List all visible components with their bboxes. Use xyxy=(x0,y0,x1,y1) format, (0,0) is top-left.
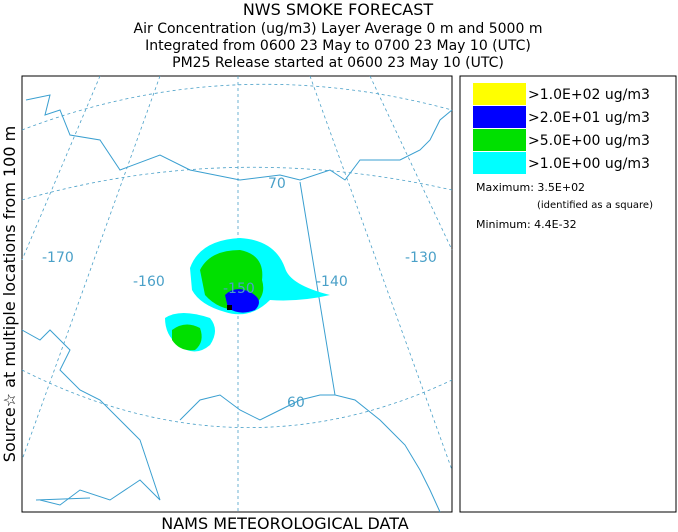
subtitle: PM25 Release started at 0600 23 May 10 (… xyxy=(172,55,504,71)
map-label: -130 xyxy=(405,250,437,266)
legend-label: >1.0E+00 ug/m3 xyxy=(528,156,650,172)
legend-label: >5.0E+00 ug/m3 xyxy=(528,133,650,149)
legend-swatch xyxy=(473,152,526,174)
legend-swatch xyxy=(473,129,526,151)
map-label: -140 xyxy=(316,274,348,290)
coastline xyxy=(21,94,453,513)
legend: >1.0E+02 ug/m3 >2.0E+01 ug/m3 >5.0E+00 ug/… xyxy=(473,83,650,174)
map-label: -150 xyxy=(223,281,255,297)
map: -170 -160 -150 -140 -130 70 60 xyxy=(21,75,453,513)
footer: NAMS METEOROLOGICAL DATA xyxy=(161,514,409,532)
map-label: 70 xyxy=(268,176,286,192)
map-label: -160 xyxy=(133,274,165,290)
subtitle: Air Concentration (ug/m3) Layer Average … xyxy=(134,21,543,37)
title: NWS SMOKE FORECAST xyxy=(243,0,434,19)
map-label: -170 xyxy=(42,250,74,266)
legend-label: >1.0E+02 ug/m3 xyxy=(528,87,650,103)
legend-swatch xyxy=(473,83,526,105)
legend-label: >2.0E+01 ug/m3 xyxy=(528,110,650,126)
subtitle: Integrated from 0600 23 May to 0700 23 M… xyxy=(145,38,531,54)
maximum-note: (identified as a square) xyxy=(537,200,653,211)
side-label: Source☆ at multiple locations from 100 m xyxy=(0,126,19,462)
map-labels: -170 -160 -150 -140 -130 70 60 xyxy=(42,176,437,411)
maximum: Maximum: 3.5E+02 xyxy=(476,181,585,194)
map-label: 60 xyxy=(287,395,305,411)
legend-swatch xyxy=(473,106,526,128)
smoke-plume xyxy=(165,238,330,352)
minimum: Minimum: 4.4E-32 xyxy=(476,218,577,231)
